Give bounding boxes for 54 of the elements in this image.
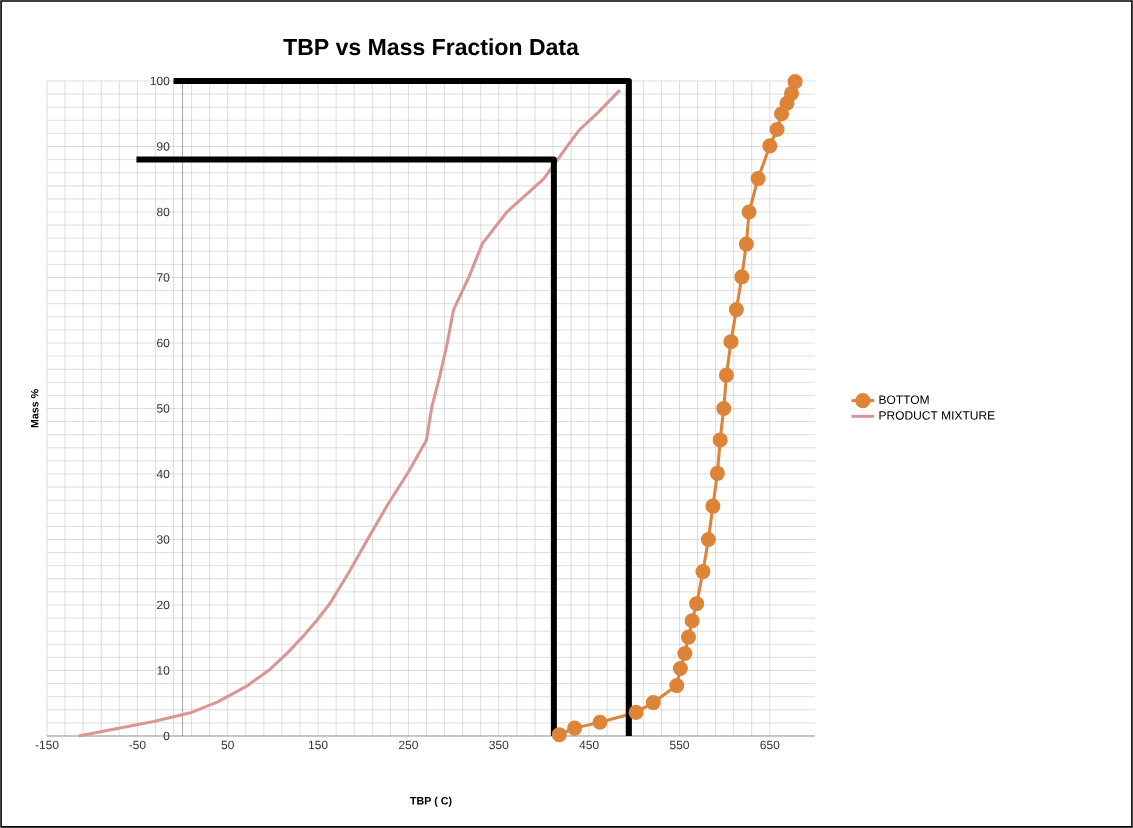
y-tick-label: 30 bbox=[156, 535, 170, 544]
chart-title: TBP vs Mass Fraction Data bbox=[283, 38, 580, 56]
y-tick-label: 100 bbox=[150, 76, 170, 86]
point bbox=[684, 613, 700, 629]
point bbox=[762, 138, 778, 154]
point bbox=[705, 498, 721, 514]
point bbox=[728, 302, 744, 318]
x-tick-label: 50 bbox=[221, 740, 234, 750]
y-tick-label: 20 bbox=[157, 600, 170, 610]
point bbox=[592, 714, 608, 730]
x-tick-label: 450 bbox=[579, 740, 599, 750]
point bbox=[672, 660, 688, 677]
x-tick-label: 250 bbox=[399, 740, 418, 750]
y-tick-label: 90 bbox=[157, 142, 170, 151]
y-tick-label: 60 bbox=[157, 338, 170, 348]
point bbox=[567, 720, 583, 736]
x-tick-label: -150 bbox=[35, 740, 59, 750]
point bbox=[669, 678, 685, 694]
point bbox=[712, 432, 728, 448]
y-axis-title: Mass % bbox=[30, 389, 39, 428]
point bbox=[628, 704, 644, 720]
x-tick-label: 150 bbox=[308, 740, 328, 750]
y-tick-label: 40 bbox=[156, 469, 170, 479]
point bbox=[723, 334, 739, 350]
y-tick-label: 70 bbox=[157, 273, 170, 282]
point bbox=[718, 367, 734, 383]
y-tick-label: 10 bbox=[157, 666, 170, 675]
x-tick-label: 550 bbox=[669, 740, 690, 750]
point bbox=[734, 269, 750, 285]
legend-label: BOTTOM bbox=[879, 395, 929, 404]
point bbox=[787, 74, 803, 90]
point bbox=[709, 465, 725, 481]
point bbox=[783, 85, 800, 101]
y-tick-label: 50 bbox=[156, 404, 170, 413]
point bbox=[695, 564, 711, 580]
x-tick-label: -50 bbox=[129, 740, 146, 750]
point bbox=[551, 727, 567, 743]
point bbox=[677, 645, 693, 661]
point bbox=[689, 596, 705, 612]
legend-label: PRODUCT MIXTURE bbox=[879, 411, 995, 420]
y-tick-label: 0 bbox=[163, 731, 170, 741]
point bbox=[750, 171, 766, 187]
y-tick-label: 80 bbox=[157, 207, 170, 217]
point bbox=[680, 629, 697, 645]
point bbox=[741, 204, 757, 220]
point bbox=[700, 531, 716, 548]
x-tick-label: 650 bbox=[760, 740, 780, 750]
point bbox=[716, 400, 732, 417]
x-axis-title: TBP ( C) bbox=[410, 796, 452, 807]
x-tick-label: 350 bbox=[489, 740, 509, 750]
point bbox=[738, 236, 754, 252]
point bbox=[774, 106, 790, 122]
point bbox=[769, 121, 785, 137]
point bbox=[645, 695, 661, 711]
